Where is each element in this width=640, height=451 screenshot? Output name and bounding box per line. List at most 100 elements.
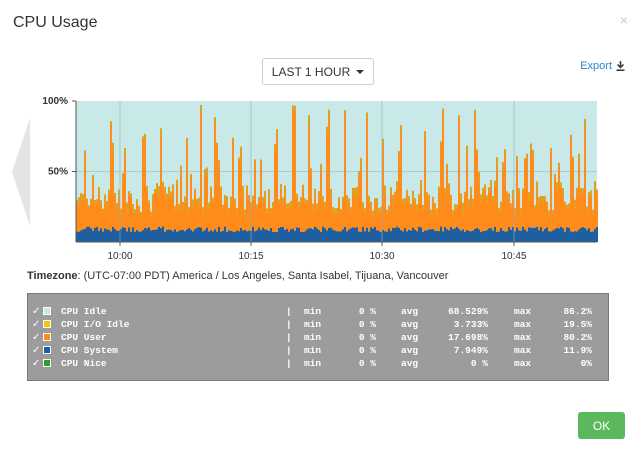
swatch-icon [43,359,51,367]
user-bar [128,195,130,228]
export-link[interactable]: Export [580,60,625,72]
ok-button[interactable]: OK [578,412,625,439]
user-bar [270,211,272,228]
previous-arrow-icon[interactable] [12,118,30,226]
system-bar [316,228,318,242]
user-bar [240,153,242,228]
user-bar [86,208,88,227]
user-bar [238,160,240,232]
check-icon[interactable]: ✓ [32,332,41,343]
system-bar [396,226,398,242]
system-bar [306,229,308,242]
user-bar [282,205,284,228]
io-idle-bar [436,208,438,214]
user-bar [114,195,116,229]
system-bar [292,228,294,242]
io-idle-bar [378,208,380,214]
system-bar [120,228,122,242]
system-bar [384,231,386,242]
timezone-info: Timezone: (UTC-07:00 PDT) America / Los … [27,270,448,282]
io-idle-bar [508,193,510,200]
io-idle-bar [160,128,162,137]
user-bar [356,194,358,228]
io-idle-bar [230,196,232,204]
user-bar [150,214,152,231]
user-bar [504,157,506,232]
system-bar [296,227,298,242]
system-bar [590,231,592,242]
user-bar [564,205,566,232]
user-bar [488,191,490,229]
min-value: 0 % [358,332,376,343]
io-idle-bar [310,168,312,172]
io-idle-bar [446,163,448,169]
io-idle-bar [406,189,408,199]
io-idle-bar [562,188,564,197]
user-bar [190,178,192,230]
system-bar [530,227,532,242]
user-bar [252,199,254,227]
system-bar [326,230,328,242]
system-bar [504,231,506,242]
cpu-usage-chart: 100% 50% 10:00 10:15 10:30 10:45 [42,96,598,262]
check-icon[interactable]: ✓ [32,306,41,317]
user-bar [138,209,140,232]
io-idle-bar [558,162,560,167]
check-icon[interactable]: ✓ [32,319,41,330]
user-bar [578,161,580,230]
check-icon[interactable]: ✓ [32,358,41,369]
system-bar [270,227,272,242]
system-bar [596,226,598,242]
io-idle-bar [478,171,480,182]
legend-row[interactable]: ✓ CPU Nice | min 0 % avg 0 % max 0% [28,357,608,370]
user-bar [322,204,324,227]
user-bar [518,192,520,231]
io-idle-bar [394,191,396,197]
user-bar [226,202,228,232]
system-bar [168,229,170,242]
system-bar [280,226,282,242]
user-bar [258,203,260,228]
user-bar [284,193,286,230]
user-bar [596,196,598,227]
user-bar [572,162,574,233]
user-bar [162,189,164,227]
series-name: CPU Idle [61,306,107,317]
user-bar [192,207,194,232]
io-idle-bar [504,149,506,158]
system-bar [478,229,480,242]
system-bar [362,226,364,242]
io-idle-bar [524,158,526,162]
system-bar [426,230,428,242]
io-idle-bar [528,192,530,200]
legend-row[interactable]: ✓ CPU Idle | min 0 % avg 68.529% max 86.… [28,305,608,318]
system-bar [344,226,346,242]
time-range-dropdown[interactable]: LAST 1 HOUR [262,58,374,85]
legend-row[interactable]: ✓ CPU User | min 0 % avg 17.698% max 80.… [28,331,608,344]
io-idle-bar [526,153,528,159]
io-idle-bar [86,198,88,209]
io-idle-bar [200,105,202,111]
io-idle-bar [146,186,148,191]
legend-row[interactable]: ✓ CPU System | min 0 % avg 7.949% max 11… [28,344,608,357]
system-bar [124,227,126,242]
user-bar [182,211,184,230]
user-bar [584,128,586,228]
user-bar [466,153,468,230]
io-idle-bar [226,196,228,203]
user-bar [442,116,444,232]
system-bar [522,226,524,242]
io-idle-bar [120,208,122,215]
system-bar [496,232,498,242]
dialog-title: CPU Usage [13,14,98,31]
close-icon[interactable]: × [619,12,628,28]
avg-value: 0 % [470,358,488,369]
user-bar [174,210,176,230]
io-idle-bar [392,194,394,204]
system-bar [320,232,322,242]
check-icon[interactable]: ✓ [32,345,41,356]
swatch-icon [43,333,51,341]
system-bar [486,230,488,242]
system-bar [454,228,456,242]
legend-row[interactable]: ✓ CPU I/O Idle | min 0 % avg 3.733% max … [28,318,608,331]
